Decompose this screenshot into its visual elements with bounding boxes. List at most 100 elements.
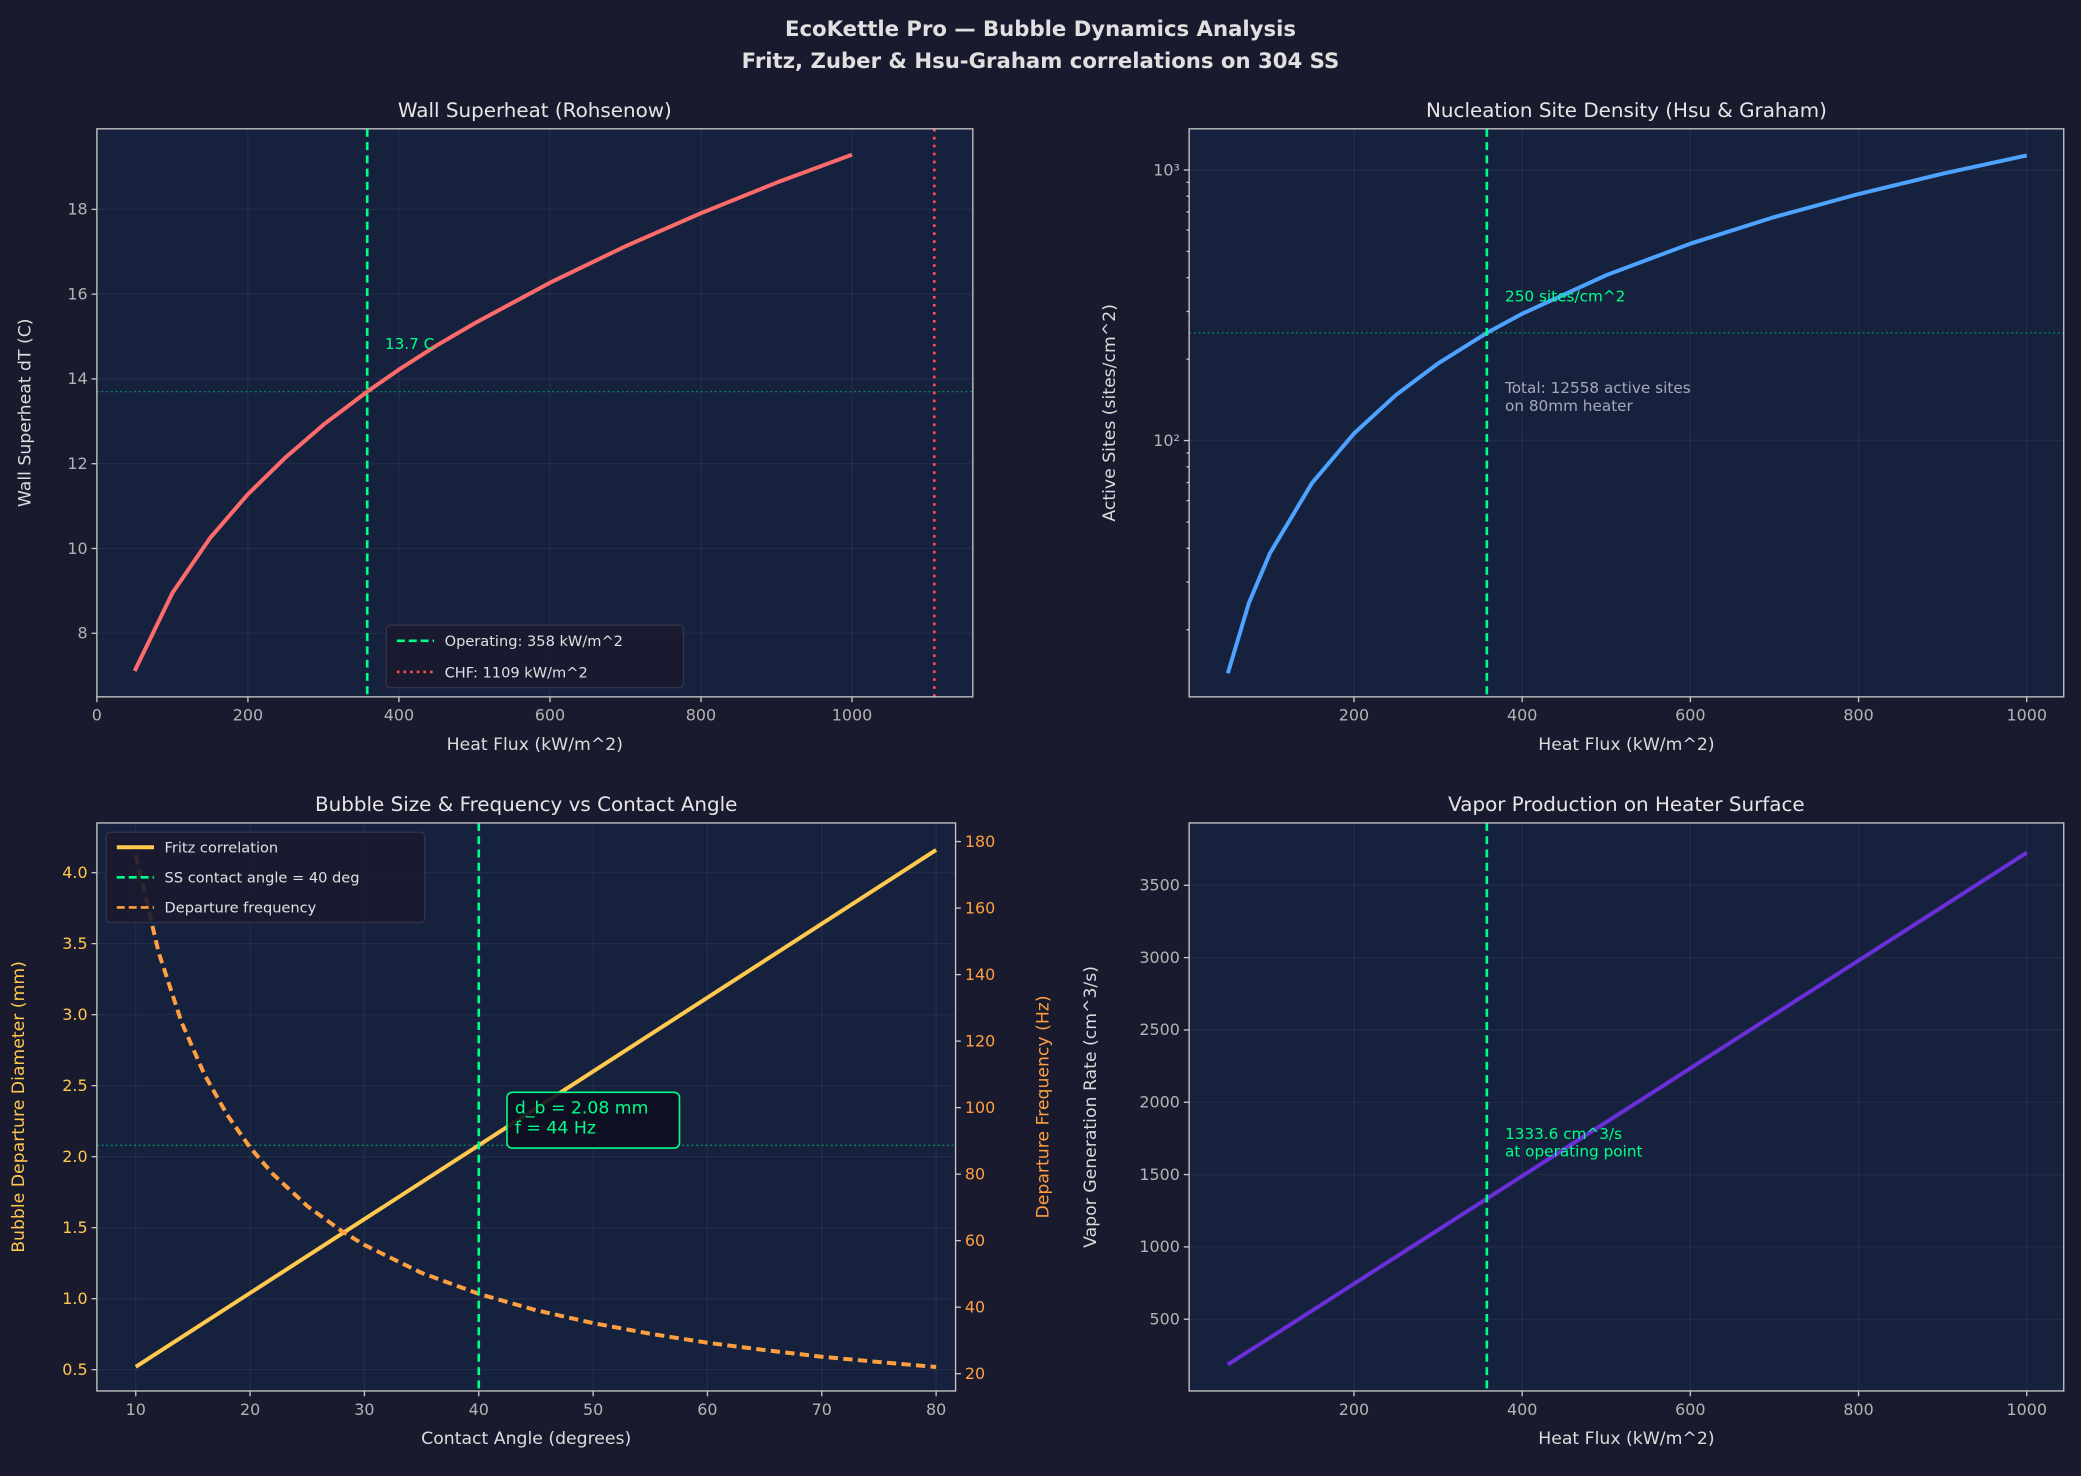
annotation-text: at operating point [1505, 1143, 1643, 1161]
y-axis-label: Vapor Generation Rate (cm^3/s) [1081, 966, 1101, 1248]
x-tick-label: 50 [583, 1400, 603, 1419]
y-tick-label: 8 [77, 624, 87, 643]
x-tick-label: 200 [233, 706, 263, 725]
plot-area [1189, 128, 2064, 697]
y2-tick-label: 40 [965, 1297, 985, 1316]
x-tick-label: 1000 [832, 706, 872, 725]
x-tick-label: 400 [1507, 706, 1537, 725]
legend: Fritz correlation SS contact angle = 40 d… [105, 831, 426, 924]
subplot-nucleation-site-density: 200 400 600 800 1000 10² 10³ Nucleation Site De… [1100, 99, 2065, 755]
x-tick-label: 1000 [2007, 706, 2047, 725]
y-tick-label: 3.5 [62, 934, 87, 953]
legend-label: Fritz correlation [165, 840, 279, 857]
y2-tick-label: 120 [965, 1031, 995, 1050]
x-axis-label: Heat Flux (kW/m^2) [1538, 1429, 1714, 1449]
y-tick-label: 2.0 [62, 1147, 87, 1166]
y-tick-label: 2.5 [62, 1076, 87, 1095]
x-tick-label: 600 [1675, 1400, 1705, 1419]
x-tick-label: 600 [535, 706, 565, 725]
legend-label: Departure frequency [165, 900, 317, 917]
y2-axis-label: Departure Frequency (Hz) [1033, 995, 1053, 1218]
annotation-text: d_b = 2.08 mm [515, 1099, 648, 1119]
annotation-text: Total: 12558 active sites [1504, 379, 1691, 397]
x-axis-label: Heat Flux (kW/m^2) [1538, 735, 1714, 755]
subplot-title: Nucleation Site Density (Hsu & Graham) [1426, 99, 1827, 122]
plot-marks [1226, 822, 2028, 1391]
y-tick-label: 1000 [1139, 1237, 1179, 1256]
x-tick-label: 400 [1507, 1400, 1537, 1419]
legend-label: CHF: 1109 kW/m^2 [445, 664, 588, 681]
y-tick-label: 14 [67, 369, 87, 388]
x-tick-label: 800 [686, 706, 716, 725]
x-tick-label: 40 [469, 1400, 489, 1419]
annotation-box [506, 1091, 681, 1149]
legend-frame [105, 831, 426, 924]
annotation-text: f = 44 Hz [515, 1118, 596, 1138]
x-tick-label: 800 [1843, 706, 1873, 725]
annotation-text: 13.7 C [385, 335, 434, 353]
y-axis-label: Active Sites (sites/cm^2) [1100, 304, 1120, 522]
y-tick-label: 3.0 [62, 1005, 87, 1024]
annotation-text: 1333.6 cm^3/s [1505, 1125, 1622, 1143]
plot-area [96, 128, 973, 697]
axes-frame [96, 822, 957, 1392]
subplot-vapor-production: 200 400 600 800 1000 500 1000 1500 2000 2500 3000 3… [1081, 793, 2065, 1449]
x-tick-label: 60 [697, 1400, 717, 1419]
subplot-title: Bubble Size & Frequency vs Contact Angle [315, 793, 737, 816]
legend: Operating: 358 kW/m^2 CHF: 1109 kW/m^2 [385, 624, 685, 689]
subplot-bubble-size-frequency: 10 20 30 40 50 60 70 80 0.5 1.0 1.5 2.0 2.5 3.0 3.5 4.0… [9, 793, 1054, 1449]
y-tick-label: 10 [67, 539, 87, 558]
series-line-wall-superheat [132, 152, 853, 672]
plot-marks [96, 128, 973, 697]
x-tick-label: 30 [354, 1400, 374, 1419]
x-tick-label: 400 [384, 706, 414, 725]
figure-title-line1: EcoKettle Pro — Bubble Dynamics Analysis [785, 17, 1296, 42]
y2-tick-label: 160 [965, 898, 995, 917]
annotation-text: on 80mm heater [1505, 397, 1634, 415]
y-tick-label: 1.0 [62, 1289, 87, 1308]
y2-tick-label: 140 [965, 965, 995, 984]
x-tick-label: 70 [812, 1400, 832, 1419]
legend-frame [385, 624, 685, 689]
y-tick-label: 10³ [1153, 160, 1180, 179]
y-tick-label: 18 [67, 200, 87, 219]
y2-tick-label: 20 [965, 1364, 985, 1383]
legend-label: Operating: 358 kW/m^2 [445, 633, 623, 650]
axes-frame [96, 128, 974, 698]
figure-title-line2: Fritz, Zuber & Hsu-Graham correlations o… [742, 49, 1340, 74]
y-tick-label: 16 [67, 284, 87, 303]
y-tick-label: 3000 [1139, 948, 1179, 967]
y-tick-label: 2000 [1139, 1093, 1179, 1112]
y2-tick-label: 180 [965, 832, 995, 851]
y-tick-label: 2500 [1139, 1020, 1179, 1039]
x-tick-label: 200 [1339, 706, 1369, 725]
y-tick-label: 1500 [1139, 1165, 1179, 1184]
x-tick-label: 800 [1843, 1400, 1873, 1419]
y2-tick-label: 60 [965, 1231, 985, 1250]
y2-tick-label: 80 [965, 1164, 985, 1183]
y2-tick-label: 100 [965, 1098, 995, 1117]
y-tick-label: 12 [67, 454, 87, 473]
y-tick-label: 0.5 [62, 1360, 87, 1379]
plot-marks [1189, 128, 2064, 697]
x-tick-label: 600 [1675, 706, 1705, 725]
y-tick-label: 4.0 [62, 863, 87, 882]
y-tick-label: 500 [1149, 1310, 1179, 1329]
subplot-title: Vapor Production on Heater Surface [1448, 793, 1805, 816]
y-tick-label: 10² [1153, 431, 1180, 450]
legend-label: SS contact angle = 40 deg [165, 870, 360, 887]
y-axis-label: Bubble Departure Diameter (mm) [9, 961, 29, 1253]
y-tick-label: 1.5 [62, 1218, 87, 1237]
x-tick-label: 80 [926, 1400, 946, 1419]
y-tick-label: 3500 [1139, 876, 1179, 895]
subplot-title: Wall Superheat (Rohsenow) [398, 99, 672, 122]
x-axis-label: Heat Flux (kW/m^2) [447, 735, 623, 755]
subplot-wall-superheat: 0 200 400 600 800 1000 8 10 12 14 16 18 Wall Superhe… [16, 99, 974, 755]
axes-frame [1188, 128, 2065, 698]
annotation-text: 250 sites/cm^2 [1505, 287, 1625, 305]
x-tick-label: 1000 [2007, 1400, 2047, 1419]
x-tick-label: 200 [1339, 1400, 1369, 1419]
x-tick-label: 10 [126, 1400, 146, 1419]
x-axis-label: Contact Angle (degrees) [421, 1429, 631, 1449]
